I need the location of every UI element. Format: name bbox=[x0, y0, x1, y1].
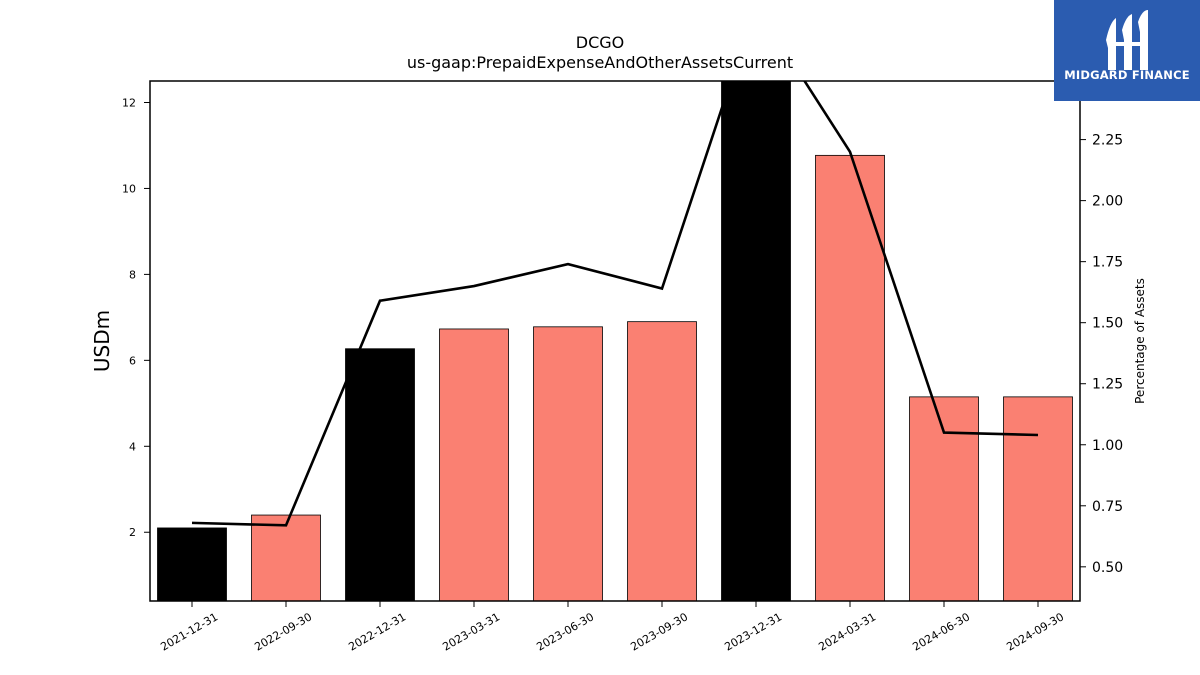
x-tick-label: 2022-09-30 bbox=[252, 610, 314, 653]
y2-tick-label: 0.75 bbox=[1092, 499, 1123, 515]
x-tick-label: 2022-12-31 bbox=[346, 610, 408, 653]
midgard-finance-logo: MIDGARD FINANCE bbox=[1054, 0, 1200, 101]
y2-tick-label: 2.25 bbox=[1092, 133, 1123, 149]
plot-frame bbox=[149, 80, 1081, 602]
x-tick-label: 2023-03-31 bbox=[440, 610, 502, 653]
bar-2024-06-30 bbox=[909, 396, 979, 602]
bar-2024-03-31 bbox=[815, 154, 885, 602]
y2-tick-label: 1.50 bbox=[1092, 316, 1123, 332]
x-tick-label: 2021-12-31 bbox=[158, 610, 220, 653]
bar-2022-09-30 bbox=[251, 514, 321, 602]
bar-2023-06-30 bbox=[533, 326, 603, 602]
bar-2023-12-31 bbox=[721, 80, 791, 602]
y2-tick-label: 1.00 bbox=[1092, 438, 1123, 454]
y-tick-label: 8 bbox=[129, 268, 136, 281]
chart-title: DCGO bbox=[575, 33, 625, 52]
y2-tick-label: 0.50 bbox=[1092, 560, 1123, 576]
y-tick-label: 2 bbox=[129, 526, 136, 539]
bar-2023-09-30 bbox=[627, 321, 697, 602]
bar-2024-09-30 bbox=[1003, 396, 1073, 602]
y-axis-label: USDm bbox=[90, 310, 114, 372]
x-tick-label: 2023-12-31 bbox=[722, 610, 784, 653]
logo-text: MIDGARD FINANCE bbox=[1064, 68, 1190, 82]
x-tick-label: 2023-06-30 bbox=[534, 610, 596, 653]
y-tick-label: 10 bbox=[122, 182, 136, 195]
y2-axis-label: Percentage of Assets bbox=[1133, 278, 1147, 404]
y-tick-label: 6 bbox=[129, 354, 136, 367]
chart-subtitle: us-gaap:PrepaidExpenseAndOtherAssetsCurr… bbox=[406, 53, 794, 72]
bar-2021-12-31 bbox=[157, 527, 227, 602]
x-tick-label: 2024-06-30 bbox=[910, 610, 972, 653]
y2-tick-label: 1.25 bbox=[1092, 377, 1123, 393]
x-tick-label: 2023-09-30 bbox=[628, 610, 690, 653]
y-tick-label: 12 bbox=[122, 96, 136, 109]
y2-tick-label: 2.00 bbox=[1092, 194, 1123, 210]
midgard-logo-icon bbox=[1106, 10, 1148, 70]
x-tick-label: 2024-09-30 bbox=[1004, 610, 1066, 653]
y-tick-label: 4 bbox=[129, 440, 136, 453]
bar-2022-12-31 bbox=[345, 348, 415, 602]
percentage-of-assets-line bbox=[191, 81, 1039, 527]
bar-2023-03-31 bbox=[439, 328, 509, 602]
x-tick-label: 2024-03-31 bbox=[816, 610, 878, 653]
y2-tick-label: 1.75 bbox=[1092, 255, 1123, 271]
